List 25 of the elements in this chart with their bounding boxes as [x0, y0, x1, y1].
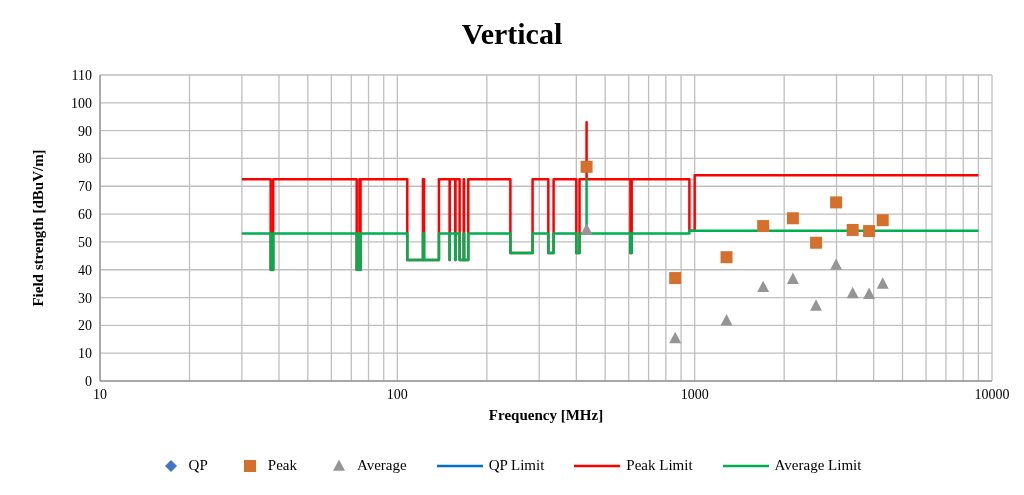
y-tick-label: 40	[78, 262, 92, 278]
chart-title: Vertical	[460, 16, 564, 52]
y-tick-label: 20	[78, 318, 92, 334]
y-tick-label: 0	[85, 373, 92, 389]
y-axis-title: Field strength [dBuV/m]	[30, 149, 47, 307]
x-tick-label: 100	[386, 386, 408, 402]
legend-label: Average	[356, 457, 407, 474]
y-tick-label: 30	[78, 290, 92, 306]
legend-label: Peak Limit	[626, 457, 693, 474]
y-tick-label: 90	[78, 123, 92, 139]
legend-label: Peak	[267, 457, 297, 474]
x-tick-label: 1000	[680, 386, 709, 402]
y-tick-label: 10	[78, 346, 92, 362]
x-tick-label: 10	[93, 386, 107, 402]
y-tick-label: 80	[78, 151, 92, 167]
y-tick-label: 110	[71, 67, 92, 83]
legend-label: Average Limit	[774, 457, 862, 474]
y-tick-label: 60	[78, 207, 92, 223]
y-tick-label: 100	[71, 95, 92, 111]
legend-label: QP	[188, 457, 208, 474]
y-tick-label: 50	[78, 234, 92, 250]
x-tick-label: 10000	[974, 386, 1010, 402]
legend-label: QP Limit	[488, 457, 545, 474]
x-axis-title: Frequency [MHz]	[488, 406, 604, 423]
y-tick-label: 70	[78, 179, 92, 195]
